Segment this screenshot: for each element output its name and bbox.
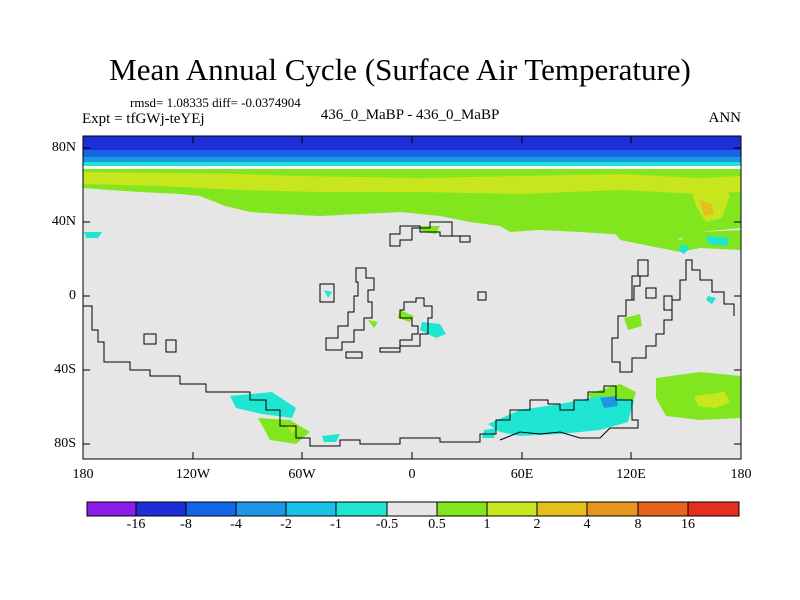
lon-label-180e: 180 xyxy=(730,467,752,482)
asia-yellow-patch xyxy=(690,180,730,222)
arctic-band-cyan xyxy=(83,162,741,166)
colorbar-swatch xyxy=(687,501,740,517)
colorbar-label: 1 xyxy=(483,517,491,532)
south-cool-patch xyxy=(488,396,634,436)
cyan-speck xyxy=(420,322,446,338)
south-cool-darker xyxy=(600,396,618,408)
colorbar-label: -0.5 xyxy=(375,517,399,532)
colorbar-swatch xyxy=(486,501,538,517)
colorbar-label: 4 xyxy=(583,517,591,532)
colorbar-swatch xyxy=(536,501,588,517)
cyan-speck xyxy=(324,290,332,298)
cyan-speck xyxy=(706,236,730,246)
colorbar-label: -16 xyxy=(126,517,146,532)
plot-title: Mean Annual Cycle (Surface Air Temperatu… xyxy=(109,52,691,87)
colorbar-swatch xyxy=(637,501,689,517)
colorbar-swatch xyxy=(135,501,187,517)
cyan-speck xyxy=(678,244,690,254)
arctic-band-mid xyxy=(83,150,741,157)
arctic-band-white xyxy=(83,166,741,169)
lat-label-80n: 80N xyxy=(51,140,76,155)
green-speck xyxy=(624,314,642,330)
colorbar-swatch xyxy=(86,501,137,517)
colorbar-swatch xyxy=(335,501,388,517)
lon-label-180w: 180 xyxy=(72,467,94,482)
colorbar-label: -1 xyxy=(330,517,342,532)
cyan-speck xyxy=(706,296,716,304)
colorbar-swatch xyxy=(235,501,287,517)
season-label: ANN xyxy=(708,110,742,126)
lat-label-40s: 40S xyxy=(54,362,76,377)
colorbar-swatch xyxy=(285,501,337,517)
green-speck xyxy=(368,320,378,328)
colorbar-swatch xyxy=(185,501,237,517)
cyan-speck xyxy=(84,232,102,238)
north-yellow-band xyxy=(83,172,741,194)
lon-label-120e: 120E xyxy=(616,467,646,482)
colorbar xyxy=(86,501,740,517)
colorbar-label: 16 xyxy=(681,517,695,532)
colorbar-swatch xyxy=(386,501,438,517)
colorbar-label: -8 xyxy=(180,517,192,532)
nw-pacific-warm xyxy=(610,226,741,252)
colorbar-label: 2 xyxy=(533,517,541,532)
colorbar-label: 0.5 xyxy=(428,517,446,532)
colorbar-swatch xyxy=(436,501,488,517)
difference-map xyxy=(83,136,741,459)
lon-label-120w: 120W xyxy=(175,467,211,482)
colorbar-swatch xyxy=(586,501,639,517)
case-comparison-label: 436_0_MaBP - 436_0_MaBP xyxy=(320,107,500,123)
lon-label-60e: 60E xyxy=(510,467,534,482)
asia-orange-patch xyxy=(700,200,714,216)
cyan-speck xyxy=(322,434,340,442)
coastlines xyxy=(83,221,735,447)
lat-label-0: 0 xyxy=(69,288,76,303)
axis-ticks xyxy=(83,136,741,459)
lon-label-0: 0 xyxy=(408,467,416,482)
south-pacific-yellow xyxy=(694,392,730,408)
colorbar-label: -4 xyxy=(230,517,242,532)
arctic-band-light xyxy=(83,157,741,162)
experiment-label: Expt = tfGWj-teYEj xyxy=(82,111,205,127)
lat-label-40n: 40N xyxy=(51,214,76,229)
cyan-speck xyxy=(482,428,496,438)
lon-label-60w: 60W xyxy=(288,467,316,482)
lat-label-80s: 80S xyxy=(54,436,76,451)
rmsd-diff-stats: rmsd= 1.08335 diff= -0.0374904 xyxy=(130,95,301,110)
colorbar-label: -2 xyxy=(280,517,292,532)
green-speck xyxy=(398,310,414,322)
colorbar-label: 8 xyxy=(634,517,642,532)
